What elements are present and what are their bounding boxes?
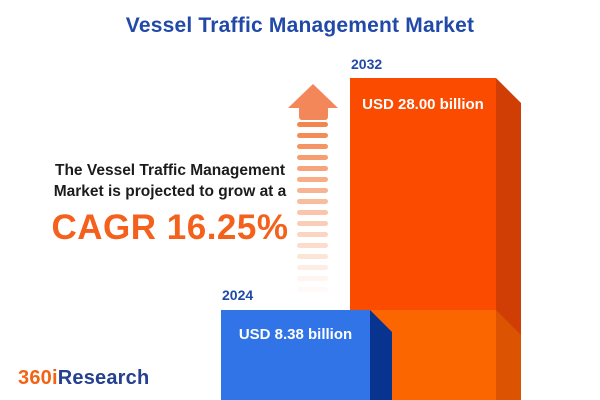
arrow-stripe [297,122,328,127]
arrow-stripe [297,155,328,160]
arrow-stripe [297,210,328,215]
bar-2024-value-label: USD 8.38 billion [238,326,353,343]
bar-2024-side [370,310,392,400]
bar-2032-year-label: 2032 [351,56,383,72]
arrow-stripe [297,265,328,270]
arrow-stripe [297,188,328,193]
bar-2032-front-top [350,78,496,310]
arrow-stripe [297,177,328,182]
annotation-line-2: Market is projected to grow at a [53,183,287,200]
page-title: Vessel Traffic Management Market [125,14,475,37]
arrow-stripe [297,166,328,171]
annotation-line-1: The Vessel Traffic Management [54,162,285,179]
arrow-stripe [297,199,328,204]
brand-logo: 360iResearch [18,367,149,390]
arrow-stripe [297,243,328,248]
brand-logo-360i: 360i [18,367,58,389]
bar-2032-value-label: USD 28.00 billion [362,96,484,113]
arrow-stripe [297,276,328,281]
arrow-stripe [297,254,328,259]
bar-2024-year-label: 2024 [222,287,254,303]
cagr-value: CAGR 16.25% [51,208,289,247]
arrow-up-icon-neck [299,106,328,120]
bar-2024-front [221,310,370,400]
bar-2024 [221,310,392,400]
arrow-stripe [297,221,328,226]
arrow-stripe [297,232,328,237]
arrow-stripe [297,144,328,149]
growth-annotation: The Vessel Traffic Management Market is … [38,160,302,248]
brand-logo-research: Research [57,367,150,389]
arrow-up-icon [288,84,338,108]
arrow-stripe [297,287,328,292]
arrow-stripe [297,133,328,138]
